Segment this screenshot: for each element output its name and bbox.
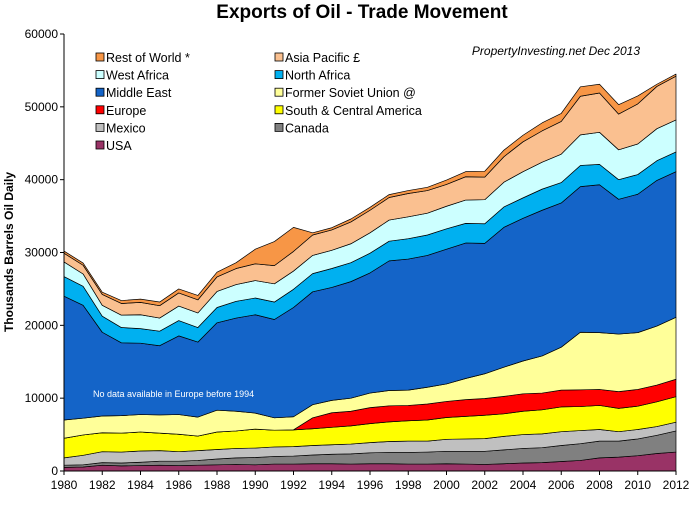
legend-swatch-west-africa: [95, 70, 105, 79]
x-tick-label: 1988: [204, 478, 231, 492]
x-tick-label: 2004: [510, 478, 537, 492]
y-tick-label: 0: [51, 464, 58, 478]
y-tick-label: 40000: [25, 173, 59, 187]
legend-swatch-rest-of-world: [95, 52, 105, 62]
legend-swatch-middle-east: [95, 87, 105, 97]
y-tick-label: 20000: [25, 318, 59, 332]
legend-swatch-usa: [95, 140, 105, 150]
x-tick-label: 1996: [357, 478, 384, 492]
y-tick-label: 60000: [25, 27, 59, 41]
x-tick-label: 1992: [280, 478, 307, 492]
x-tick-label: 2002: [471, 478, 498, 492]
legend: Rest of World * Asia Pacific £ West Africa…: [95, 51, 422, 153]
x-tick-label: 2010: [624, 478, 651, 492]
y-tick-labels: 0 10000 20000 30000 40000 50000 60000: [25, 27, 64, 478]
x-tick-labels: 1980 1982 1984 1986 1988 1990 1992 1994 1996 1998…: [51, 471, 690, 492]
area-rest-of-world: [63, 73, 677, 307]
stacked-areas: [63, 73, 677, 472]
legend-swatch-europe: [95, 105, 105, 115]
legend-swatch-former-soviet-union: [274, 87, 284, 97]
x-tick-label: 2012: [663, 478, 690, 492]
legend-label-europe: Europe: [106, 104, 146, 118]
x-tick-label: 2000: [433, 478, 460, 492]
legend-swatch-canada: [274, 123, 284, 132]
chart-title: Exports of Oil - Trade Movement: [216, 2, 508, 23]
y-tick-label: 10000: [25, 391, 59, 405]
legend-swatch-south-central-america: [274, 105, 284, 115]
x-tick-label: 1986: [165, 478, 192, 492]
legend-swatch-mexico: [95, 123, 105, 132]
legend-label-north-africa: North Africa: [285, 69, 350, 83]
legend-label-former-soviet-union: Former Soviet Union @: [285, 86, 416, 100]
legend-label-middle-east: Middle East: [106, 86, 172, 100]
legend-swatch-asia-pacific: [274, 52, 284, 62]
x-tick-label: 2008: [586, 478, 613, 492]
legend-swatch-north-africa: [274, 70, 284, 79]
legend-label-usa: USA: [106, 139, 132, 153]
legend-label-mexico: Mexico: [106, 121, 146, 135]
y-tick-label: 30000: [25, 246, 59, 260]
legend-label-asia-pacific: Asia Pacific £: [285, 51, 360, 65]
chart-credit: PropertyInvesting.net Dec 2013: [472, 44, 640, 58]
x-tick-label: 1994: [318, 478, 345, 492]
x-tick-label: 1982: [89, 478, 116, 492]
legend-label-rest-of-world: Rest of World *: [106, 51, 190, 65]
legend-label-canada: Canada: [285, 121, 329, 135]
legend-label-south-central-america: South & Central America: [285, 104, 422, 118]
x-tick-label: 1998: [395, 478, 422, 492]
y-tick-label: 50000: [25, 100, 59, 114]
x-tick-label: 1984: [127, 478, 154, 492]
y-axis-label: Thousands Barrels Oil Daily: [2, 172, 16, 332]
x-tick-label: 1980: [51, 478, 78, 492]
x-tick-label: 1990: [242, 478, 269, 492]
x-tick-label: 2006: [548, 478, 575, 492]
europe-data-annotation: No data available in Europe before 1994: [93, 389, 254, 399]
legend-label-west-africa: West Africa: [106, 69, 169, 83]
